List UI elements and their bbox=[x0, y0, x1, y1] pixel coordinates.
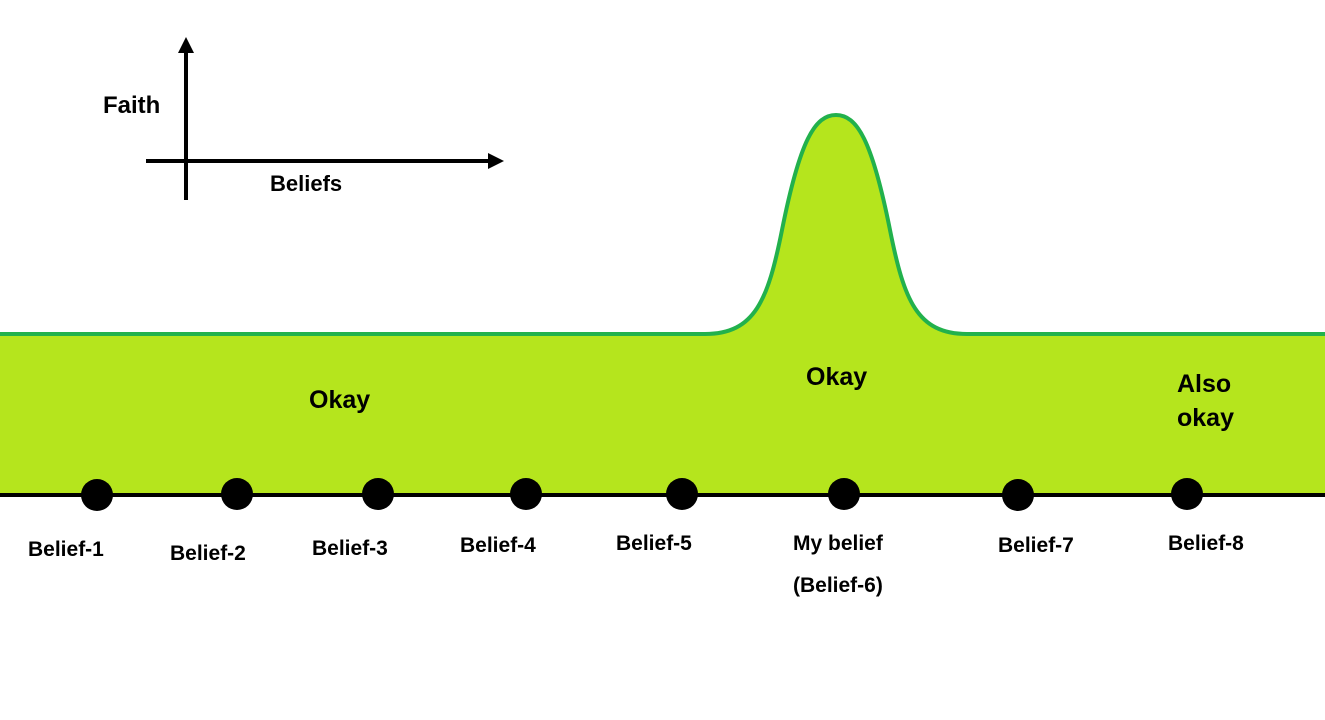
belief-point bbox=[362, 478, 394, 510]
x-axis-label: Beliefs bbox=[270, 171, 342, 196]
belief-point bbox=[1002, 479, 1034, 511]
belief-label-7: Belief-7 bbox=[998, 534, 1074, 557]
y-axis-label: Faith bbox=[103, 92, 160, 119]
region-label-left: Okay bbox=[309, 386, 370, 414]
belief-label-8: Belief-8 bbox=[1168, 532, 1244, 555]
axis-legend: Faith Beliefs bbox=[103, 37, 504, 200]
region-label-right-line-2: okay bbox=[1177, 404, 1234, 432]
region-label-peak: Okay bbox=[806, 363, 867, 391]
faith-band bbox=[0, 115, 1325, 496]
belief-label-6: My belief (Belief-6) bbox=[793, 532, 889, 597]
belief-label-3: Belief-3 bbox=[312, 537, 388, 560]
belief-label-6-line-2: (Belief-6) bbox=[793, 574, 883, 597]
y-axis-arrowhead bbox=[178, 37, 194, 53]
belief-label-5: Belief-5 bbox=[616, 532, 692, 555]
belief-label-2: Belief-2 bbox=[170, 542, 246, 565]
belief-labels: Belief-1 Belief-2 Belief-3 Belief-4 Beli… bbox=[28, 532, 1244, 597]
belief-point bbox=[221, 478, 253, 510]
x-axis-arrowhead bbox=[488, 153, 504, 169]
belief-label-1: Belief-1 bbox=[28, 538, 104, 561]
belief-point bbox=[81, 479, 113, 511]
belief-label-4: Belief-4 bbox=[460, 534, 536, 557]
region-label-right-line-1: Also bbox=[1177, 370, 1231, 398]
belief-points bbox=[81, 478, 1203, 511]
belief-point bbox=[1171, 478, 1203, 510]
belief-point bbox=[510, 478, 542, 510]
faith-band-outline bbox=[0, 112, 1325, 336]
belief-point bbox=[666, 478, 698, 510]
belief-point bbox=[828, 478, 860, 510]
region-label-right: Also okay bbox=[1177, 370, 1238, 432]
belief-label-6-line-1: My belief bbox=[793, 532, 884, 555]
